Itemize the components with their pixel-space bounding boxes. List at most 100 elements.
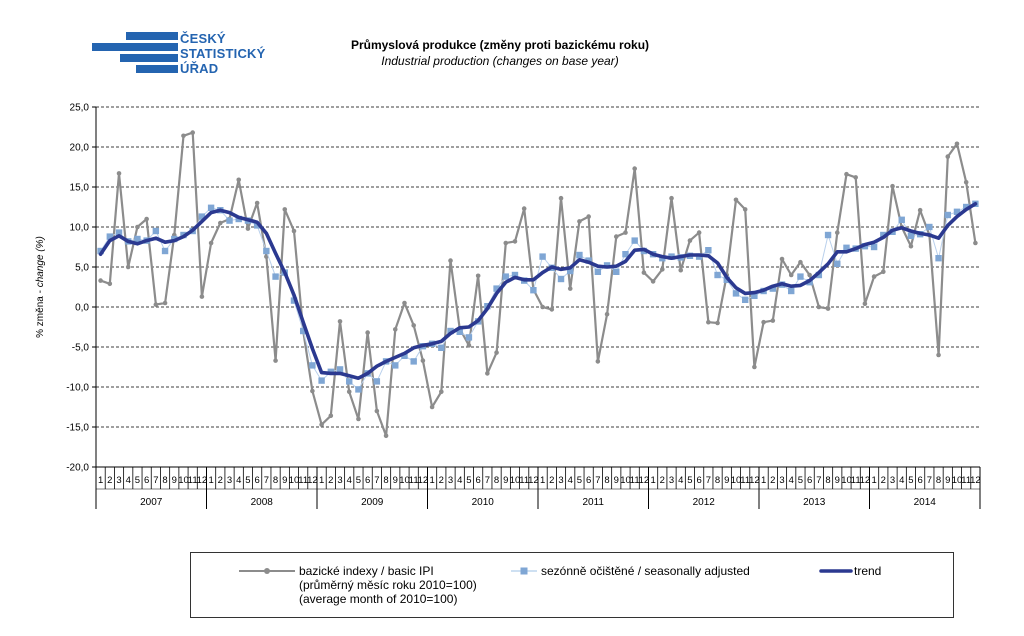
series-basic-point [236, 177, 242, 183]
series-basic-point [779, 256, 785, 262]
series-seasonal-point [714, 271, 721, 279]
series-seasonal-point [530, 287, 537, 294]
series-basic-point [153, 302, 159, 307]
series-basic-point [190, 130, 195, 135]
series-basic-point [448, 258, 453, 263]
series-basic-point [650, 279, 656, 284]
x-tick-label: 8 [825, 475, 830, 486]
x-tick-label: 1 [208, 475, 213, 486]
x-tick-label: 8 [715, 475, 720, 486]
x-tick-label: 3 [558, 475, 563, 486]
x-tick-label: 7 [816, 475, 821, 486]
chart-title-sub: Industrial production (changes on base y… [381, 54, 619, 68]
series-seasonal-point [447, 327, 454, 335]
series-basic-point [135, 224, 140, 230]
series-seasonal-point [797, 273, 804, 280]
x-tick-label: 2 [107, 475, 112, 486]
x-tick-label: 10 [620, 475, 631, 486]
x-tick-label: 11 [519, 475, 529, 486]
x-tick-label: 11 [409, 475, 419, 486]
series-basic-point [245, 226, 251, 231]
x-tick-label: 4 [568, 475, 573, 486]
x-tick-label: 3 [448, 475, 453, 486]
year-label: 2011 [582, 497, 604, 508]
series-seasonal-point [226, 217, 233, 224]
series-seasonal-point [880, 231, 887, 239]
x-tick-label: 6 [807, 475, 812, 486]
series-basic-point [429, 404, 435, 410]
x-tick-label: 12 [639, 475, 650, 486]
x-tick-label: 7 [485, 475, 490, 486]
y-tick-label: 20,0 [70, 143, 90, 154]
y-tick-label: 25,0 [70, 103, 90, 114]
series-seasonal-point [843, 244, 850, 251]
x-tick-label: 10 [510, 475, 521, 486]
x-tick-label: 7 [927, 475, 932, 486]
series-basic-point [834, 230, 840, 235]
y-axis-label-en: change (%) [35, 236, 46, 287]
series-basic-point [162, 300, 168, 306]
x-tick-label: 12 [197, 475, 208, 486]
x-tick-label: 6 [365, 475, 370, 486]
x-tick-label: 12 [418, 475, 429, 486]
x-tick-label: 1 [650, 475, 655, 486]
y-axis-label: % změna - change (%) [35, 236, 46, 338]
series-basic-point [678, 267, 684, 273]
logo-bar-4 [136, 65, 178, 73]
series-basic-point [356, 416, 361, 422]
y-tick-label: 5,0 [75, 263, 89, 274]
x-tick-label: 3 [116, 475, 121, 486]
logo-line-1: ČESKÝ [180, 31, 226, 46]
series-basic-point [816, 304, 822, 310]
x-tick-label: 8 [273, 475, 278, 486]
x-tick-label: 9 [945, 475, 950, 486]
x-tick-label: 5 [356, 475, 361, 486]
x-tick-label: 2 [439, 475, 444, 486]
series-seasonal-point [751, 292, 758, 299]
series-basic-point [558, 195, 564, 201]
series-basic-point [715, 320, 720, 326]
series-seasonal-point [824, 231, 832, 239]
x-tick-label: 2 [770, 475, 775, 486]
x-tick-label: 5 [687, 475, 692, 486]
series-seasonal-point [272, 273, 279, 280]
series-basic-point [770, 318, 776, 323]
series-basic-point [567, 286, 573, 291]
x-tick-label: 10 [952, 475, 963, 486]
series-seasonal-point [290, 297, 298, 304]
x-tick-label: 7 [374, 475, 379, 486]
x-tick-label: 9 [503, 475, 508, 486]
series-seasonal-point [953, 208, 961, 215]
series-basic-point [107, 281, 113, 287]
x-tick-label: 10 [731, 475, 742, 486]
chart-title: Průmyslová produkce (změny proti bazické… [300, 37, 700, 69]
series-basic-point [521, 206, 527, 211]
series-seasonal-point [456, 328, 463, 335]
series-seasonal-point [493, 285, 500, 292]
series-seasonal-point [557, 275, 565, 283]
czso-logo: ČESKÝ STATISTICKÝ ÚŘAD [92, 30, 282, 80]
x-tick-label: 7 [264, 475, 269, 486]
series-seasonal-point [788, 287, 795, 295]
y-tick-label: -20,0 [66, 463, 89, 474]
x-tick-label: 7 [595, 475, 600, 486]
series-basic-point [853, 175, 858, 180]
chart-legend: bazické indexy / basic IPI (průměrný měs… [190, 552, 954, 618]
series-basic-point [733, 197, 739, 203]
series-seasonal-point [318, 377, 325, 384]
chart-title-main: Průmyslová produkce (změny proti bazické… [350, 38, 650, 52]
x-tick-label: 8 [383, 475, 388, 486]
series-basic-point [825, 306, 831, 311]
series-basic-point [623, 230, 628, 235]
series-seasonal-point [502, 273, 509, 280]
series-basic-point [383, 433, 389, 439]
series-basic-point [908, 243, 914, 249]
legend-basic: bazické indexy / basic IPI (průměrný měs… [299, 564, 477, 606]
series-basic-point [181, 133, 186, 139]
x-tick-label: 11 [630, 475, 640, 486]
series-seasonal-point [907, 232, 915, 239]
legend-basic-label: bazické indexy / basic IPI [299, 564, 434, 578]
series-seasonal-point [198, 213, 206, 220]
x-tick-label: 9 [282, 475, 287, 486]
